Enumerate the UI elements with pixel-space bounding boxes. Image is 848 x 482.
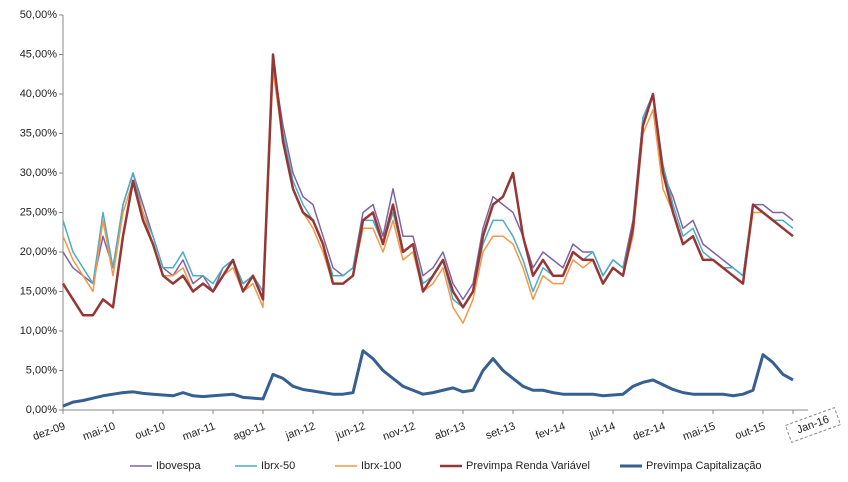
x-tick-label: dez-09 [31,420,67,443]
box [784,407,842,443]
y-tick-label: 5,00% [26,364,57,376]
series-line [62,61,794,309]
y-tick-label: 30,00% [20,167,58,179]
legend-label: Previmpa Renda Variável [466,460,590,472]
y-tick-label: 45,00% [20,48,58,60]
x-tick-label: Jan-16 [795,414,831,437]
x-tick-label: mai-15 [681,420,717,443]
x-tick-label: abr-13 [433,420,467,442]
y-tick-label: 50,00% [20,9,58,21]
x-tick-label: ago-11 [231,420,267,443]
x-tick-label: mar-11 [181,420,217,443]
legend-label: Previmpa Capitalização [646,460,762,472]
legend-label: Ibrx-100 [361,460,401,472]
x-tick-label: fev-14 [534,420,567,442]
x-tick-label: jun-12 [333,420,367,442]
y-tick-label: 25,00% [20,206,58,218]
y-tick-label: 35,00% [20,127,58,139]
legend-label: Ibovespa [156,460,202,472]
x-tick-label: set-13 [484,420,517,442]
x-tick-label: mai-10 [81,420,117,443]
y-tick-label: 0,00% [26,404,57,416]
x-tick-label: out-10 [134,420,167,442]
y-tick-label: 15,00% [20,285,58,297]
x-tick-label: jul-14 [587,420,617,441]
series-line [62,61,794,301]
series-line [62,349,794,408]
x-tick-box: Jan-16 [784,407,842,443]
legend-label: Ibrx-50 [261,460,295,472]
x-tick-label: out-15 [734,420,767,442]
series-line [61,53,794,317]
y-tick-label: 10,00% [20,325,58,337]
y-tick-label: 40,00% [20,88,58,100]
x-tick-label: nov-12 [381,420,417,443]
x-tick-label: dez-14 [631,420,667,443]
x-tick-label: jan-12 [283,420,317,442]
y-tick-label: 20,00% [20,246,58,258]
